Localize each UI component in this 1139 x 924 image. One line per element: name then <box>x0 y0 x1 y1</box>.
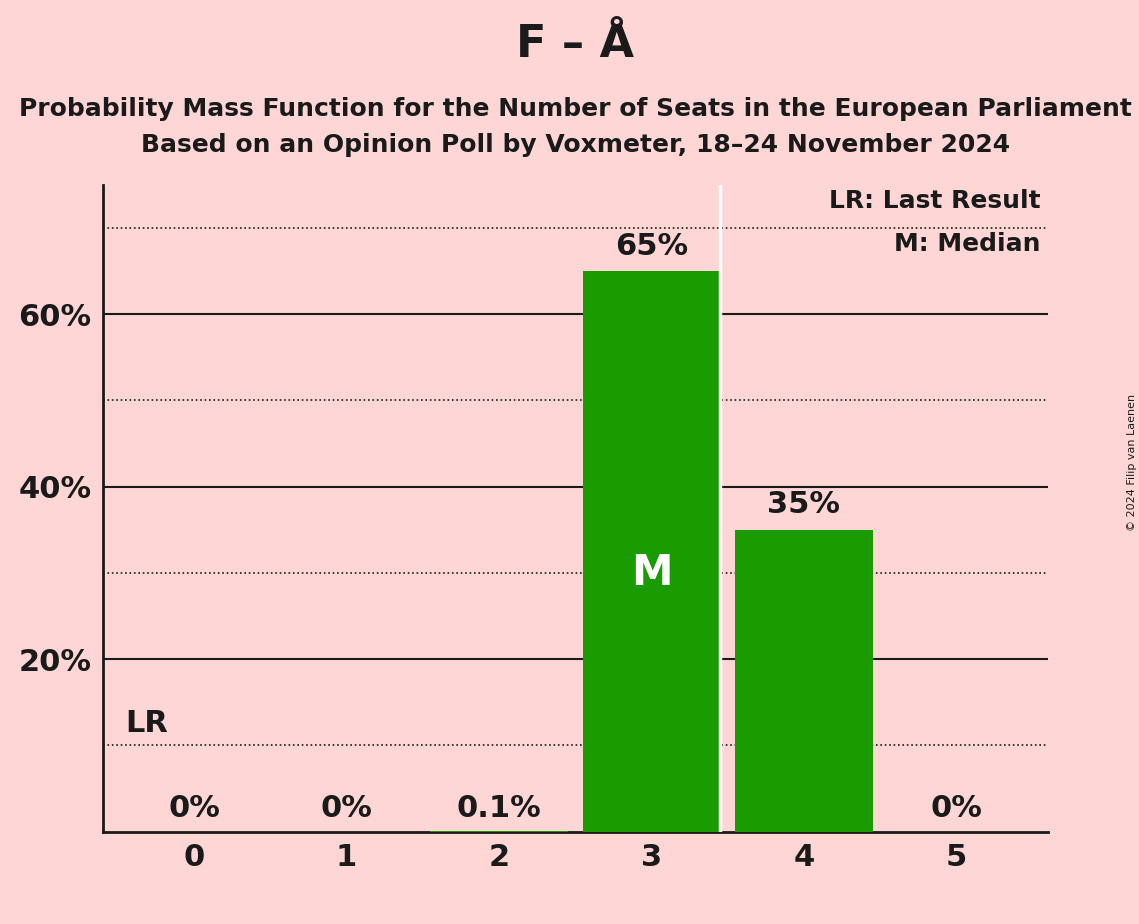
Text: 65%: 65% <box>615 232 688 261</box>
Text: M: Median: M: Median <box>894 232 1040 256</box>
Text: LR: LR <box>125 710 169 738</box>
Text: F – Å: F – Å <box>516 23 634 67</box>
Text: 0%: 0% <box>169 794 220 823</box>
Bar <box>583 271 720 832</box>
Text: 0%: 0% <box>931 794 982 823</box>
Text: LR: Last Result: LR: Last Result <box>829 189 1040 213</box>
Bar <box>736 529 872 832</box>
Text: Based on an Opinion Poll by Voxmeter, 18–24 November 2024: Based on an Opinion Poll by Voxmeter, 18… <box>140 133 1010 157</box>
Text: Probability Mass Function for the Number of Seats in the European Parliament: Probability Mass Function for the Number… <box>18 97 1132 121</box>
Text: 0.1%: 0.1% <box>457 794 541 823</box>
Text: © 2024 Filip van Laenen: © 2024 Filip van Laenen <box>1126 394 1137 530</box>
Text: 35%: 35% <box>768 491 841 519</box>
Text: 0%: 0% <box>320 794 372 823</box>
Text: M: M <box>631 552 672 594</box>
